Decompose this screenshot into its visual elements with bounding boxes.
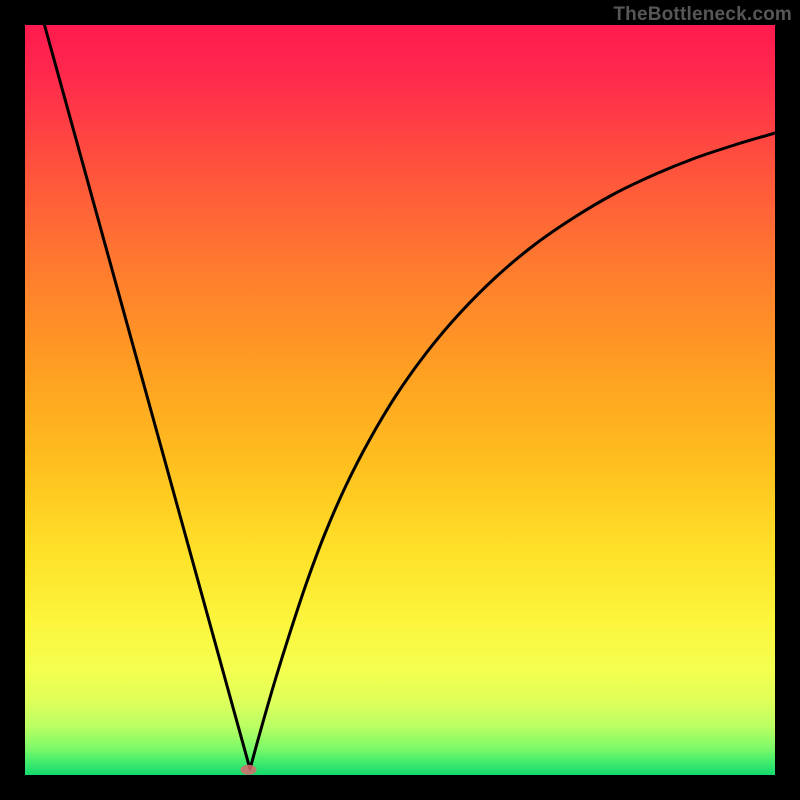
chart-container: TheBottleneck.com — [0, 0, 800, 800]
plot-area — [25, 25, 775, 775]
gradient-background — [25, 25, 775, 775]
watermark-text: TheBottleneck.com — [613, 4, 792, 26]
